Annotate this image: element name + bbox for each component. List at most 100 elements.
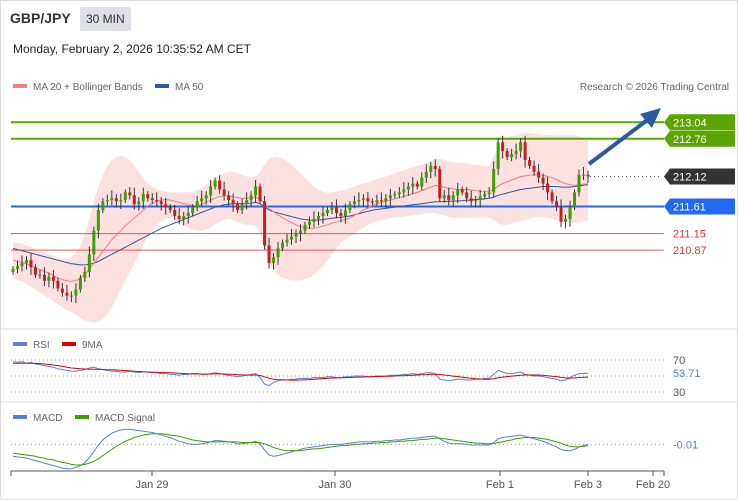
candle-body [586, 174, 590, 177]
main-legend: MA 20 + Bollinger Bands MA 50 [13, 82, 204, 93]
legend-label-rsi: RSI [33, 340, 50, 351]
candle-body [272, 257, 276, 264]
candle-body [519, 142, 523, 152]
candle-body [56, 280, 60, 289]
candle-body [469, 198, 473, 202]
level-label-support: 210.87 [673, 245, 707, 257]
candle-body [65, 292, 69, 296]
candle-body [343, 210, 347, 216]
candle-body [200, 198, 204, 202]
candle-body [546, 183, 550, 193]
candle-body [231, 200, 235, 205]
candle-body [411, 183, 415, 187]
price-level-lines [11, 121, 664, 251]
timeframe-button[interactable]: 30 MIN [80, 7, 131, 31]
candle-body [209, 186, 213, 196]
candle-body [128, 192, 132, 196]
candle-body [146, 194, 150, 199]
candle-body [361, 198, 365, 201]
projection-arrow-shaft [587, 116, 652, 166]
candle-body [267, 245, 271, 264]
candle-body [451, 195, 455, 201]
candle-body [47, 276, 51, 281]
candle-body [42, 274, 46, 281]
candle-body [285, 239, 289, 243]
datetime-label: Monday, February 2, 2026 10:35:52 AM CET [13, 42, 251, 56]
candle-body [388, 195, 392, 199]
candle-body [168, 207, 172, 211]
candle-body [78, 277, 82, 290]
rsi-ma-line [13, 362, 589, 381]
price-level-labels: 213.04 212.76 212.12 211.61 211.15 210.87 [664, 114, 735, 257]
candle-body [218, 180, 222, 190]
candle-body [11, 269, 15, 272]
candle-body [299, 230, 302, 234]
candle-body [195, 201, 199, 208]
candle-body [105, 200, 109, 202]
candle-body [339, 213, 343, 216]
candle-body [541, 177, 545, 184]
candle-body [155, 200, 159, 202]
candle-body [60, 288, 64, 293]
candle-body [514, 151, 518, 155]
candle-body [87, 254, 91, 272]
candle-body [528, 159, 532, 166]
candle-body [384, 198, 388, 202]
candle-body [357, 200, 361, 202]
candle-body [375, 200, 379, 203]
macd-line [12, 428, 589, 470]
candle-body [465, 192, 469, 199]
level-tag-resistance [664, 130, 735, 147]
candle-body [186, 213, 190, 216]
legend-swatch-ma50 [155, 84, 169, 88]
candle-body [370, 201, 374, 203]
candle-body [191, 207, 195, 214]
candle-body [564, 218, 568, 222]
candle-body [132, 195, 136, 205]
candle-body [119, 200, 123, 202]
x-tick-label: Jan 29 [135, 479, 168, 491]
candle-body [568, 207, 572, 219]
candle-body [316, 215, 320, 219]
candle-body [92, 230, 96, 255]
candle-body [555, 201, 559, 208]
candle-body [281, 242, 285, 249]
candle-body [20, 263, 24, 267]
candle-body [420, 177, 424, 187]
candle-body [325, 210, 329, 214]
candle-body [303, 224, 307, 231]
candle-body [245, 200, 249, 205]
candle-body [510, 154, 514, 158]
candle-body [501, 142, 505, 152]
candle-body [236, 204, 240, 211]
legend-label-ma50: MA 50 [175, 82, 204, 93]
candle-body [240, 204, 244, 211]
candle-body [137, 201, 141, 205]
legend-swatch-rsi-ma [62, 342, 76, 346]
candle-body [150, 198, 154, 201]
legend-swatch-macd [13, 415, 27, 419]
candle-body [487, 192, 491, 195]
x-tick-label: Feb 20 [636, 479, 670, 491]
rsi-value-label: 53.71 [673, 368, 701, 380]
candle-body [537, 171, 541, 178]
candle-body [424, 171, 428, 178]
legend-label-rsi-ma: 9MA [82, 340, 103, 351]
projection-arrow [587, 108, 661, 166]
level-tag-pivot [664, 198, 735, 215]
candle-body [294, 233, 298, 237]
level-label-resistance: 212.76 [673, 134, 707, 146]
legend-label-ma20-bb: MA 20 + Bollinger Bands [33, 82, 143, 93]
candle-body [204, 195, 208, 199]
candle-body [348, 204, 352, 211]
candle-body [177, 215, 181, 219]
candle-body [438, 168, 442, 199]
macd-signal-line [12, 433, 589, 466]
ma50-line [12, 184, 589, 266]
candle-body [110, 198, 114, 201]
candle-body [366, 198, 370, 202]
candle-body [447, 195, 451, 201]
candle-body [74, 289, 78, 296]
candle-body [550, 192, 554, 202]
